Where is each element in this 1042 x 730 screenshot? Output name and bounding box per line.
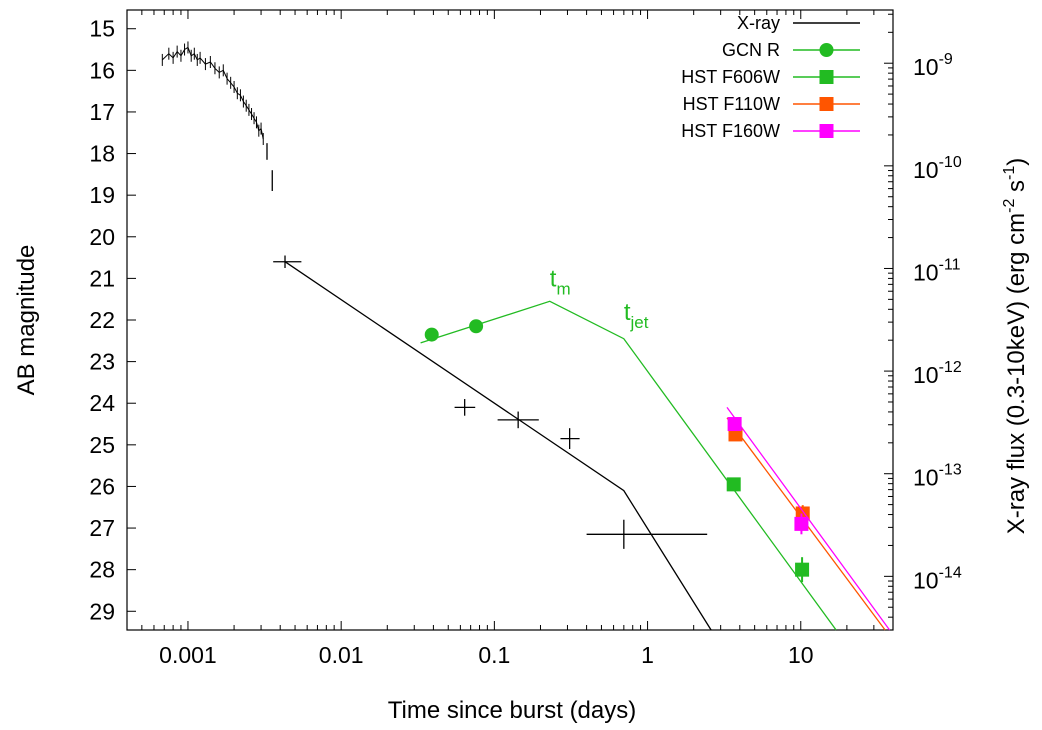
series-0-model-line [284, 261, 712, 631]
series-2-point [795, 562, 810, 577]
y-tick-label: 23 [89, 349, 115, 375]
annotation-label: tjet [624, 299, 649, 332]
y-tick-label: 29 [89, 598, 115, 624]
x-tick-label: 0.1 [478, 642, 510, 668]
x-tick-label: 0.01 [319, 642, 364, 668]
y-axis-title: AB magnitude [13, 245, 40, 396]
series-1-point [424, 327, 439, 342]
x-tick-label: 1 [641, 642, 654, 668]
y2-tick-label: 10-11 [913, 256, 961, 285]
y-tick-label: 25 [89, 432, 115, 458]
legend-label-1: GCN R [722, 40, 780, 60]
series-4-point [727, 417, 742, 432]
data-layer: tm tjet [161, 41, 891, 631]
y2-tick-label: 10-12 [913, 359, 962, 388]
y2-tick-label: 10-14 [913, 564, 962, 593]
series-4-point [794, 516, 809, 531]
y-tick-label: 19 [89, 182, 115, 208]
y-tick-label: 26 [89, 473, 115, 499]
legend: X-ray GCN R HST F606W HST F110W HST F160W [681, 13, 860, 141]
series-1-model-line [420, 300, 837, 631]
xray-early-curve [161, 46, 264, 140]
legend-label-4: HST F160W [681, 121, 780, 141]
x-tick-label: 10 [788, 642, 814, 668]
y-tick-label: 24 [89, 390, 115, 416]
legend-marker-3 [819, 97, 834, 111]
legend-marker-4 [819, 124, 834, 138]
axes-layer: 15 16 17 18 19 20 21 22 23 24 25 26 27 28 29 0.001 0.01 0… [89, 9, 962, 668]
x-axis-title: Time since burst (days) [388, 697, 637, 724]
y-tick-label: 28 [89, 557, 115, 583]
y-tick-label: 17 [89, 99, 115, 125]
y-tick-label: 22 [89, 307, 115, 333]
y-tick-label: 16 [89, 57, 115, 83]
series-1-point [469, 319, 484, 334]
y2-tick-label: 10-13 [913, 462, 962, 491]
y2-tick-label: 10-10 [913, 154, 962, 183]
y2-tick-label: 10-9 [913, 51, 953, 80]
annotation-label: tm [550, 266, 571, 299]
x-tick-label: 0.001 [159, 642, 217, 668]
y-tick-label: 27 [89, 515, 115, 541]
legend-label-3: HST F110W [683, 94, 780, 114]
y-tick-label: 18 [89, 141, 115, 167]
series-2-point [726, 477, 741, 492]
y-tick-label: 21 [89, 265, 115, 291]
legend-marker-1 [819, 43, 834, 57]
y-tick-label: 15 [89, 16, 115, 42]
y2-axis-title: X-ray flux (0.3-10keV) (erg cm-2 s-1) [1001, 158, 1030, 535]
legend-label-0: X-ray [737, 13, 780, 33]
legend-marker-2 [819, 70, 834, 84]
legend-label-2: HST F606W [681, 67, 780, 87]
y-tick-label: 20 [89, 224, 115, 250]
